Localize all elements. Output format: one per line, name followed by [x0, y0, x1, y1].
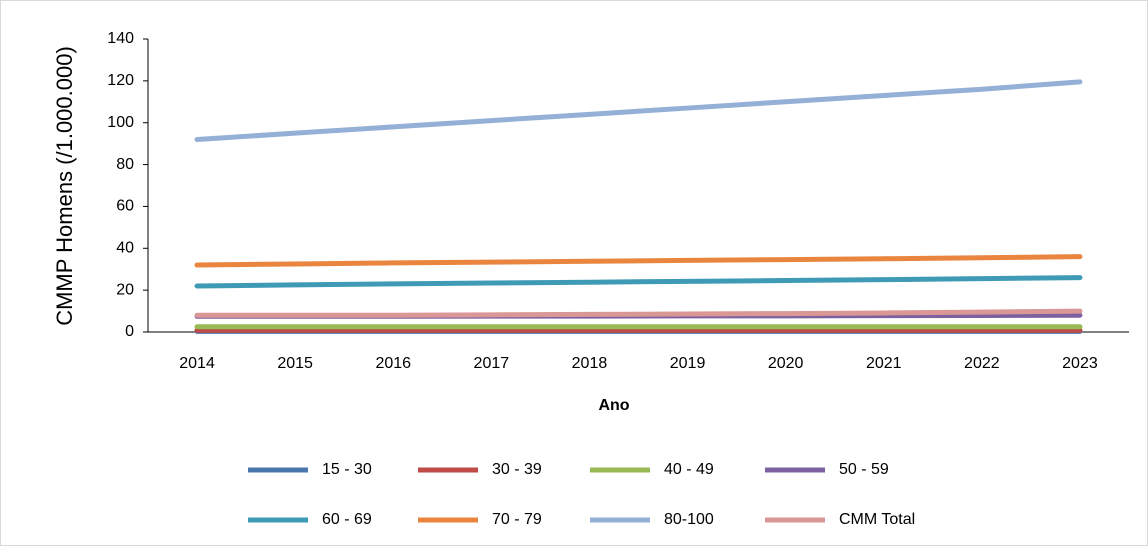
x-tick-label: 2022 [964, 355, 1000, 372]
y-axis-title: CMMP Homens (/1.000.000) [52, 46, 77, 326]
x-tick-label: 2018 [572, 355, 608, 372]
x-tick-label: 2015 [277, 355, 313, 372]
x-tick-label: 2016 [375, 355, 411, 372]
legend-label: 15 - 30 [322, 461, 372, 478]
y-tick-label: 20 [116, 281, 134, 298]
x-tick-label: 2020 [768, 355, 804, 372]
x-tick-label: 2017 [474, 355, 510, 372]
y-tick-label: 120 [107, 72, 134, 89]
y-tick-label: 60 [116, 198, 134, 215]
x-axis-title: Ano [598, 397, 629, 414]
legend-label: 70 - 79 [492, 511, 542, 528]
x-tick-label: 2014 [179, 355, 215, 372]
y-tick-label: 0 [125, 323, 134, 340]
legend-label: 30 - 39 [492, 461, 542, 478]
legend-label: 40 - 49 [664, 461, 714, 478]
x-tick-label: 2023 [1062, 355, 1098, 372]
legend-label: 50 - 59 [839, 461, 889, 478]
legend-label: 60 - 69 [322, 511, 372, 528]
legend-label: 80-100 [664, 511, 714, 528]
series-line [194, 254, 1083, 268]
series-line [194, 308, 1083, 318]
series-line [194, 275, 1083, 289]
legend-label: CMM Total [839, 511, 915, 528]
y-tick-label: 40 [116, 240, 134, 257]
y-tick-label: 140 [107, 30, 134, 47]
x-tick-label: 2021 [866, 355, 902, 372]
y-tick-label: 100 [107, 114, 134, 131]
y-tick-label: 80 [116, 156, 134, 173]
x-tick-label: 2019 [670, 355, 706, 372]
series-line [194, 79, 1083, 142]
